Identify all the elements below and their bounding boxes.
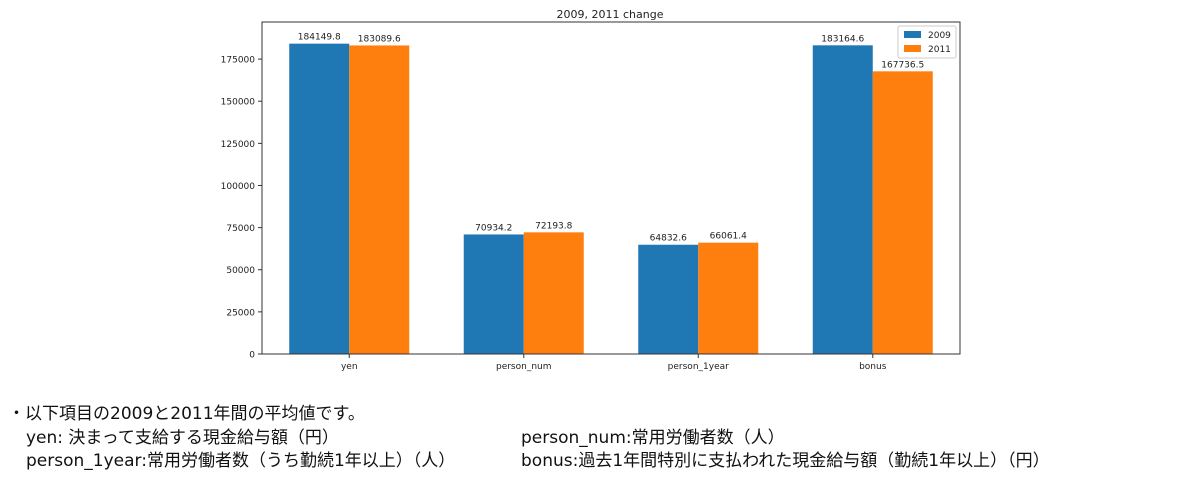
bar-2011-person_1year: [698, 242, 759, 354]
bar-value-label: 167736.5: [881, 60, 924, 70]
bar-2011-bonus: [872, 71, 933, 354]
x-tick-label: person_1year: [668, 362, 729, 372]
plot-frame: [261, 21, 961, 355]
bar-value-label: 183089.6: [358, 34, 401, 44]
chart-title: 2009, 2011 change: [557, 8, 664, 21]
bar-2009-person_1year: [638, 244, 699, 354]
caption-intro: ・以下項目の2009と2011年間の平均値です。: [8, 404, 365, 424]
bar-2009-yen: [289, 43, 350, 354]
bar-2009-bonus: [812, 45, 873, 354]
plot-area: 0 25000 50000 75000 100000 125000 150000 175000…: [221, 33, 933, 372]
bar-2011-yen: [349, 45, 410, 355]
caption-bonus: bonus:過去1年間特別に支払われた現金給与額（勤続1年以上）（円）: [521, 451, 1050, 471]
y-tick-label: 150000: [221, 98, 256, 108]
y-tick-label: 0: [249, 351, 255, 361]
y-tick-label: 25000: [226, 308, 255, 318]
bar-value-label: 183164.6: [821, 34, 864, 44]
bar-value-label: 184149.8: [298, 33, 341, 43]
legend-swatch-2011: [904, 45, 921, 52]
y-tick-label: 75000: [226, 224, 255, 234]
bar-2011-person_num: [523, 232, 584, 354]
x-tick-label: bonus: [859, 362, 887, 372]
legend-label-2011: 2011: [928, 45, 951, 55]
bar-value-label: 66061.4: [710, 232, 747, 242]
legend-swatch-2009: [904, 31, 921, 38]
y-tick-label: 175000: [221, 56, 256, 66]
legend-label-2009: 2009: [928, 31, 951, 41]
y-tick-label: 125000: [221, 140, 256, 150]
bar-value-label: 72193.8: [535, 221, 572, 231]
x-tick-label: person_num: [496, 362, 552, 372]
y-tick-label: 100000: [221, 182, 256, 192]
x-tick-label: yen: [341, 362, 358, 372]
bar-value-label: 70934.2: [475, 223, 512, 233]
caption-person-1year: person_1year:常用労働者数（うち勤続1年以上）（人）: [26, 451, 456, 471]
caption-person-num: person_num:常用労働者数（人）: [521, 428, 785, 448]
bar-value-label: 64832.6: [650, 234, 687, 244]
bar-2009-person_num: [463, 234, 524, 354]
bar-chart: 2009, 2011 change 0 25000 50000 75000 100000…: [221, 8, 961, 372]
caption-yen: yen: 決まって支給する現金給与額（円）: [26, 428, 339, 448]
y-tick-label: 50000: [226, 266, 255, 276]
legend: 2009 2011: [897, 25, 957, 59]
